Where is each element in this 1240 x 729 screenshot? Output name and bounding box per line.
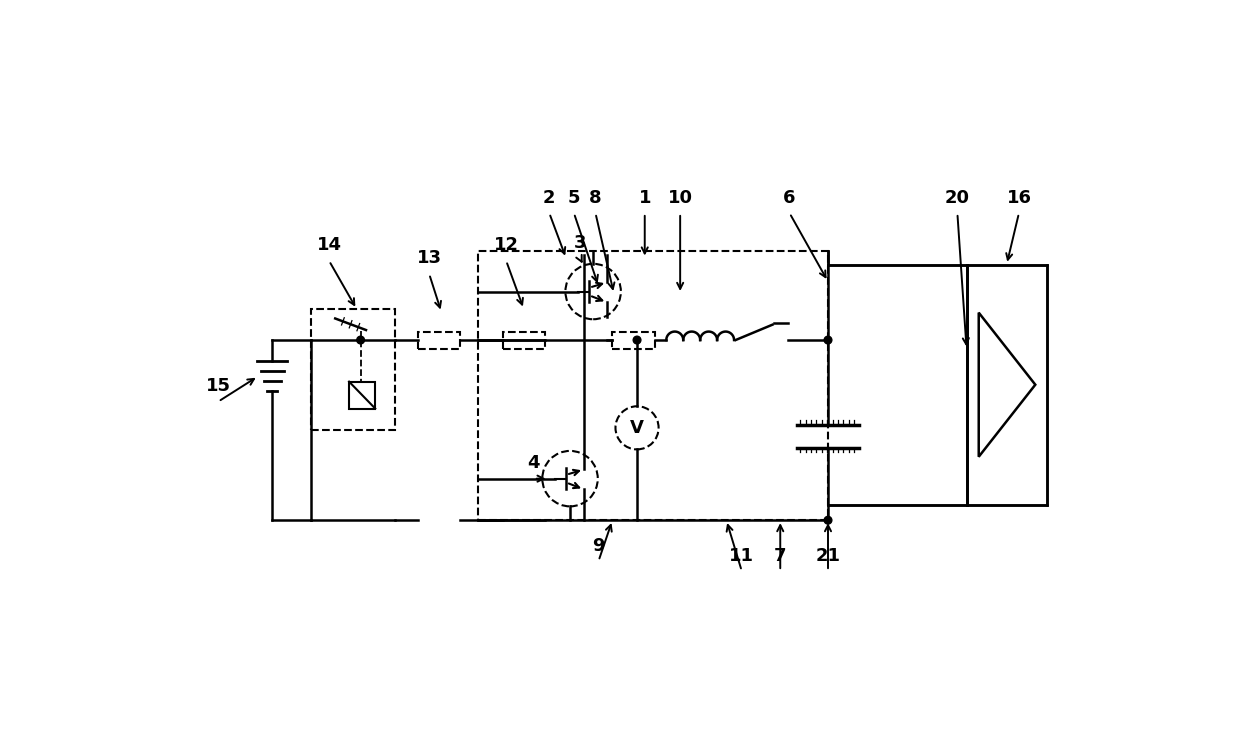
Text: 6: 6 <box>784 189 796 206</box>
Text: 21: 21 <box>816 547 841 565</box>
Text: 20: 20 <box>945 189 970 206</box>
Text: 7: 7 <box>774 547 786 565</box>
Circle shape <box>357 336 365 344</box>
Text: 5: 5 <box>568 189 580 206</box>
Text: 3: 3 <box>574 234 587 252</box>
Bar <box>967 265 1048 504</box>
Circle shape <box>825 516 832 524</box>
Bar <box>477 251 828 521</box>
Text: 15: 15 <box>206 377 231 395</box>
Text: 2: 2 <box>543 189 556 206</box>
Text: 14: 14 <box>316 236 341 254</box>
Bar <box>613 332 655 348</box>
Text: 13: 13 <box>417 249 441 268</box>
Circle shape <box>825 336 832 344</box>
Text: 8: 8 <box>589 189 601 206</box>
Text: 12: 12 <box>494 236 518 254</box>
Text: 9: 9 <box>593 537 605 555</box>
Bar <box>418 332 460 348</box>
Bar <box>310 309 396 430</box>
Text: 16: 16 <box>1007 189 1032 206</box>
Bar <box>350 381 376 408</box>
Text: 11: 11 <box>729 547 754 565</box>
Text: 4: 4 <box>527 454 541 472</box>
Text: 1: 1 <box>639 189 651 206</box>
Text: V: V <box>630 419 644 437</box>
Bar <box>503 332 544 348</box>
Text: 10: 10 <box>667 189 693 206</box>
Circle shape <box>634 336 641 344</box>
